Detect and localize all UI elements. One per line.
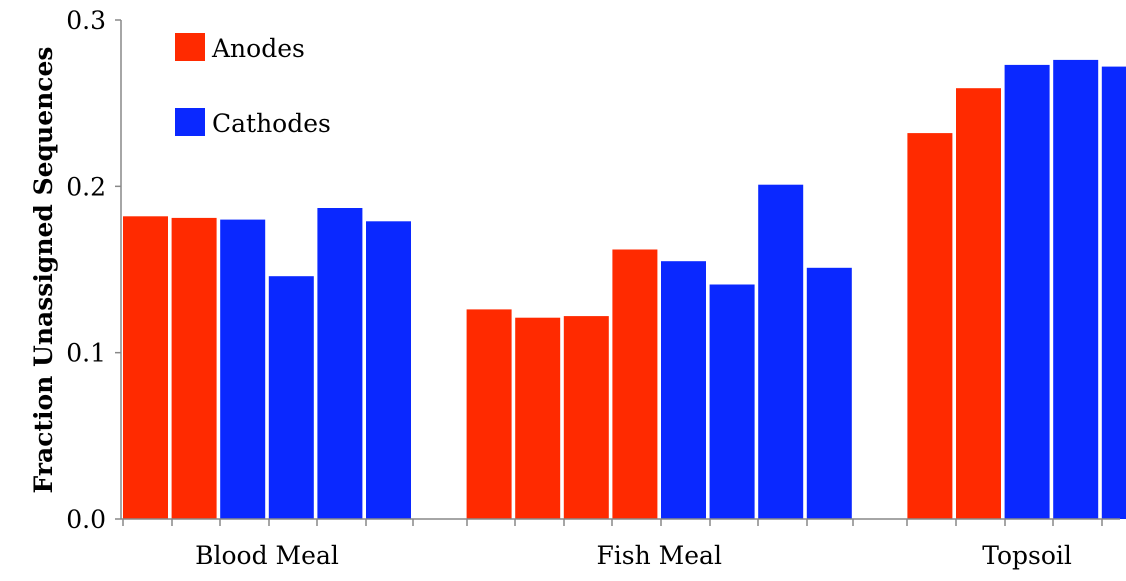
bar-blood-meal-3 <box>220 219 266 519</box>
bar-blood-meal-5 <box>317 208 363 519</box>
legend-label-anodes: Anodes <box>211 34 305 63</box>
bar-fish-meal-3 <box>563 316 609 519</box>
bar-blood-meal-2 <box>171 217 217 519</box>
bar-blood-meal-4 <box>268 276 314 519</box>
axes-layer: Blood Meal Fish Meal Topsoil 0.0 0.1 0.2 0.3 <box>66 6 1120 570</box>
y-axis-title: Fraction Unassigned Sequences <box>29 47 58 494</box>
legend: Anodes Cathodes <box>175 33 331 138</box>
bar-fish-meal-4 <box>612 249 658 519</box>
y-tick-label: 0.0 <box>66 505 106 534</box>
y-tick-label: 0.2 <box>66 172 106 201</box>
x-category-label: Blood Meal <box>195 541 339 570</box>
x-category-label: Topsoil <box>982 541 1072 570</box>
bar-blood-meal-1 <box>123 216 168 520</box>
bar-topsoil-5 <box>1101 66 1126 519</box>
bar-fish-meal-6 <box>709 284 755 519</box>
legend-swatch-cathodes <box>175 108 205 136</box>
y-tick-label: 0.1 <box>66 339 106 368</box>
legend-swatch-anodes <box>175 33 205 61</box>
bar-topsoil-4 <box>1053 59 1099 520</box>
bar-topsoil-1 <box>907 133 953 519</box>
bar-fish-meal-5 <box>661 261 706 519</box>
bar-fish-meal-8 <box>806 267 852 519</box>
x-category-label: Fish Meal <box>596 541 722 570</box>
y-tick-label: 0.3 <box>66 6 106 35</box>
bar-fish-meal-2 <box>515 317 561 519</box>
bar-fish-meal-7 <box>758 184 804 519</box>
bars-layer <box>123 59 1126 520</box>
bar-topsoil-3 <box>1004 64 1050 520</box>
legend-label-cathodes: Cathodes <box>212 109 331 138</box>
bar-fish-meal-1 <box>466 309 512 519</box>
bar-blood-meal-6 <box>366 221 411 520</box>
bar-topsoil-2 <box>956 88 1001 519</box>
